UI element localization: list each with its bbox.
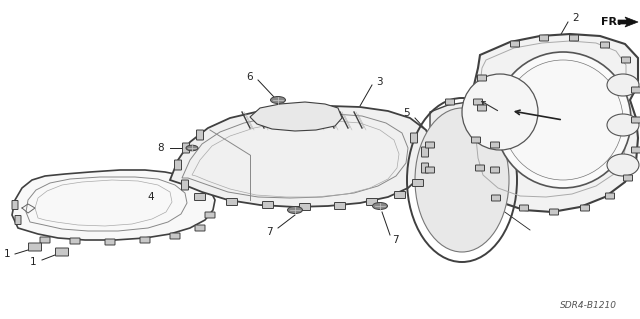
FancyBboxPatch shape [195, 194, 205, 201]
Text: 100: 100 [579, 72, 589, 77]
Text: 7: 7 [392, 235, 399, 245]
FancyBboxPatch shape [632, 87, 640, 93]
FancyBboxPatch shape [205, 212, 215, 218]
Text: 1: 1 [29, 257, 36, 267]
FancyBboxPatch shape [15, 216, 21, 225]
FancyBboxPatch shape [445, 99, 454, 105]
Text: 2: 2 [572, 13, 579, 23]
Ellipse shape [607, 74, 639, 96]
FancyBboxPatch shape [196, 130, 204, 140]
Text: 1: 1 [3, 249, 10, 259]
Polygon shape [430, 102, 498, 180]
FancyBboxPatch shape [605, 193, 614, 199]
FancyBboxPatch shape [600, 42, 609, 48]
FancyBboxPatch shape [410, 133, 417, 143]
FancyBboxPatch shape [170, 233, 180, 239]
FancyBboxPatch shape [175, 160, 182, 170]
Text: 7: 7 [266, 227, 273, 237]
FancyBboxPatch shape [195, 225, 205, 231]
Text: 8: 8 [157, 143, 164, 153]
FancyBboxPatch shape [422, 163, 429, 173]
Text: 3: 3 [376, 77, 383, 87]
FancyBboxPatch shape [550, 209, 559, 215]
Ellipse shape [607, 114, 639, 136]
FancyBboxPatch shape [472, 137, 481, 143]
FancyBboxPatch shape [621, 57, 630, 63]
FancyBboxPatch shape [426, 142, 435, 148]
Ellipse shape [495, 52, 631, 188]
FancyBboxPatch shape [12, 201, 18, 210]
FancyBboxPatch shape [56, 248, 68, 256]
FancyBboxPatch shape [40, 237, 50, 243]
FancyBboxPatch shape [422, 147, 429, 157]
Text: FR.: FR. [601, 17, 621, 27]
Ellipse shape [372, 203, 387, 210]
FancyBboxPatch shape [335, 203, 346, 210]
FancyBboxPatch shape [474, 99, 483, 105]
Ellipse shape [462, 74, 538, 150]
Text: 120: 120 [601, 93, 612, 98]
Ellipse shape [607, 154, 639, 176]
FancyBboxPatch shape [182, 143, 189, 153]
Ellipse shape [186, 145, 198, 151]
Text: SDR4-B1210: SDR4-B1210 [560, 300, 617, 309]
FancyBboxPatch shape [632, 117, 640, 123]
Text: 80: 80 [551, 68, 558, 73]
Text: 6: 6 [246, 72, 253, 82]
FancyBboxPatch shape [490, 142, 499, 148]
FancyBboxPatch shape [540, 35, 548, 41]
FancyBboxPatch shape [476, 165, 484, 171]
Polygon shape [12, 170, 215, 240]
FancyBboxPatch shape [580, 205, 589, 211]
FancyBboxPatch shape [477, 105, 486, 111]
Ellipse shape [503, 60, 623, 180]
FancyBboxPatch shape [511, 41, 520, 47]
Text: 60: 60 [521, 85, 528, 90]
FancyBboxPatch shape [492, 195, 500, 201]
Text: 20: 20 [513, 135, 520, 140]
Ellipse shape [415, 108, 509, 252]
FancyBboxPatch shape [623, 175, 632, 181]
FancyBboxPatch shape [300, 204, 310, 211]
Ellipse shape [287, 206, 303, 213]
Polygon shape [472, 34, 638, 212]
FancyBboxPatch shape [262, 202, 273, 209]
FancyBboxPatch shape [490, 167, 499, 173]
FancyBboxPatch shape [520, 205, 529, 211]
FancyBboxPatch shape [413, 180, 424, 187]
FancyBboxPatch shape [182, 180, 189, 190]
Polygon shape [618, 17, 638, 27]
FancyBboxPatch shape [367, 198, 378, 205]
FancyBboxPatch shape [140, 237, 150, 243]
FancyBboxPatch shape [29, 243, 42, 251]
Polygon shape [250, 102, 342, 131]
FancyBboxPatch shape [426, 167, 435, 173]
FancyBboxPatch shape [632, 147, 640, 153]
FancyBboxPatch shape [394, 191, 406, 198]
FancyBboxPatch shape [227, 198, 237, 205]
FancyBboxPatch shape [477, 75, 486, 81]
Text: 5: 5 [403, 108, 410, 118]
Text: 4: 4 [147, 192, 154, 202]
FancyBboxPatch shape [70, 238, 80, 244]
Ellipse shape [271, 97, 285, 103]
FancyBboxPatch shape [105, 239, 115, 245]
Text: 40: 40 [510, 109, 517, 114]
FancyBboxPatch shape [570, 35, 579, 41]
Polygon shape [170, 106, 432, 207]
